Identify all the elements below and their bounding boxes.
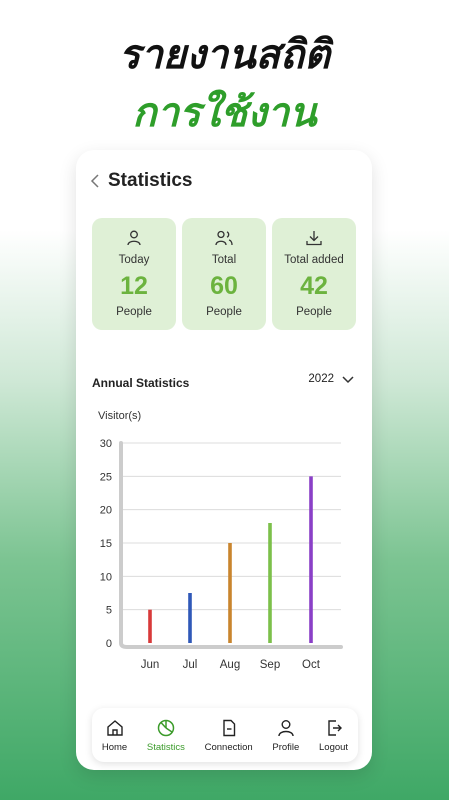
user-icon — [124, 228, 144, 248]
nav-item-label: Statistics — [146, 741, 185, 753]
bar-aug — [228, 543, 232, 643]
x-tick-label: Oct — [302, 659, 321, 671]
page-title: Statistics — [108, 170, 193, 191]
stat-card-unit: People — [206, 306, 242, 318]
nav-item-profile[interactable]: Profile — [272, 718, 299, 753]
y-tick-label: 0 — [106, 638, 112, 650]
headline-line-1: รายงานสถิติ — [118, 32, 331, 78]
x-tick-label: Aug — [220, 659, 240, 671]
users-icon — [214, 228, 234, 248]
y-tick-label: 30 — [100, 438, 112, 450]
y-tick-label: 20 — [100, 505, 112, 517]
headline-line-2: การใช้งาน — [132, 90, 317, 136]
bar-jul — [188, 593, 192, 643]
axis-line — [119, 441, 343, 649]
stat-card-label: Total added — [284, 254, 344, 266]
stat-card-value: 42 — [300, 272, 328, 300]
x-tick-label: Sep — [260, 659, 280, 671]
stat-card-unit: People — [296, 306, 332, 318]
nav-item-label: Connection — [204, 741, 253, 753]
logout-icon — [324, 718, 344, 738]
x-tick-label: Jul — [183, 659, 198, 671]
nav-item-statistics[interactable]: Statistics — [147, 718, 185, 753]
y-tick-label: 15 — [100, 538, 112, 550]
bar-jun — [148, 609, 152, 643]
stat-card-today: Today 12 People — [92, 218, 176, 330]
stat-card-label: Today — [118, 254, 150, 266]
bar-oct — [309, 476, 313, 643]
stat-card-value: 12 — [120, 272, 148, 300]
nav-item-logout[interactable]: Logout — [319, 718, 348, 753]
stat-card-total-added: Total added 42 People — [272, 218, 356, 330]
annual-bar-chart: Visitor(s) 0 5 10 15 20 25 30 Jun Jul Aug Sep Oct — [98, 410, 343, 671]
nav-item-home[interactable]: Home — [102, 718, 127, 753]
bottom-nav: Home Statistics Connection Profile Logou… — [92, 708, 358, 762]
nav-item-label: Home — [101, 741, 128, 753]
y-tick-label: 25 — [100, 471, 112, 483]
y-axis-label: Visitor(s) — [98, 410, 141, 422]
x-tick-label: Jun — [141, 659, 160, 671]
pie-chart-icon — [156, 718, 176, 738]
nav-item-label: Profile — [272, 741, 300, 753]
year-dropdown[interactable]: 2022 — [308, 373, 354, 385]
stat-card-total: Total 60 People — [182, 218, 266, 330]
stat-card-unit: People — [116, 306, 152, 318]
document-icon — [219, 718, 239, 738]
profile-icon — [276, 718, 296, 738]
stat-cards: Today 12 People Total 60 People Total ad… — [92, 218, 356, 330]
back-chevron-icon[interactable] — [88, 171, 102, 191]
y-tick-label: 5 — [106, 605, 112, 617]
download-icon — [304, 228, 324, 248]
top-bar: Statistics — [88, 170, 192, 192]
stat-card-label: Total — [211, 254, 237, 266]
annual-statistics-title: Annual Statistics — [92, 376, 190, 390]
home-icon — [105, 718, 125, 738]
nav-item-label: Logout — [319, 741, 349, 753]
phone-screen: Statistics Today 12 People Total 60 Peop… — [76, 150, 372, 770]
bar-sep — [268, 523, 272, 643]
nav-item-connection[interactable]: Connection — [205, 718, 253, 753]
stat-card-value: 60 — [210, 272, 238, 300]
year-value: 2022 — [308, 373, 334, 385]
chevron-down-icon — [342, 375, 354, 384]
y-tick-label: 10 — [100, 571, 112, 583]
